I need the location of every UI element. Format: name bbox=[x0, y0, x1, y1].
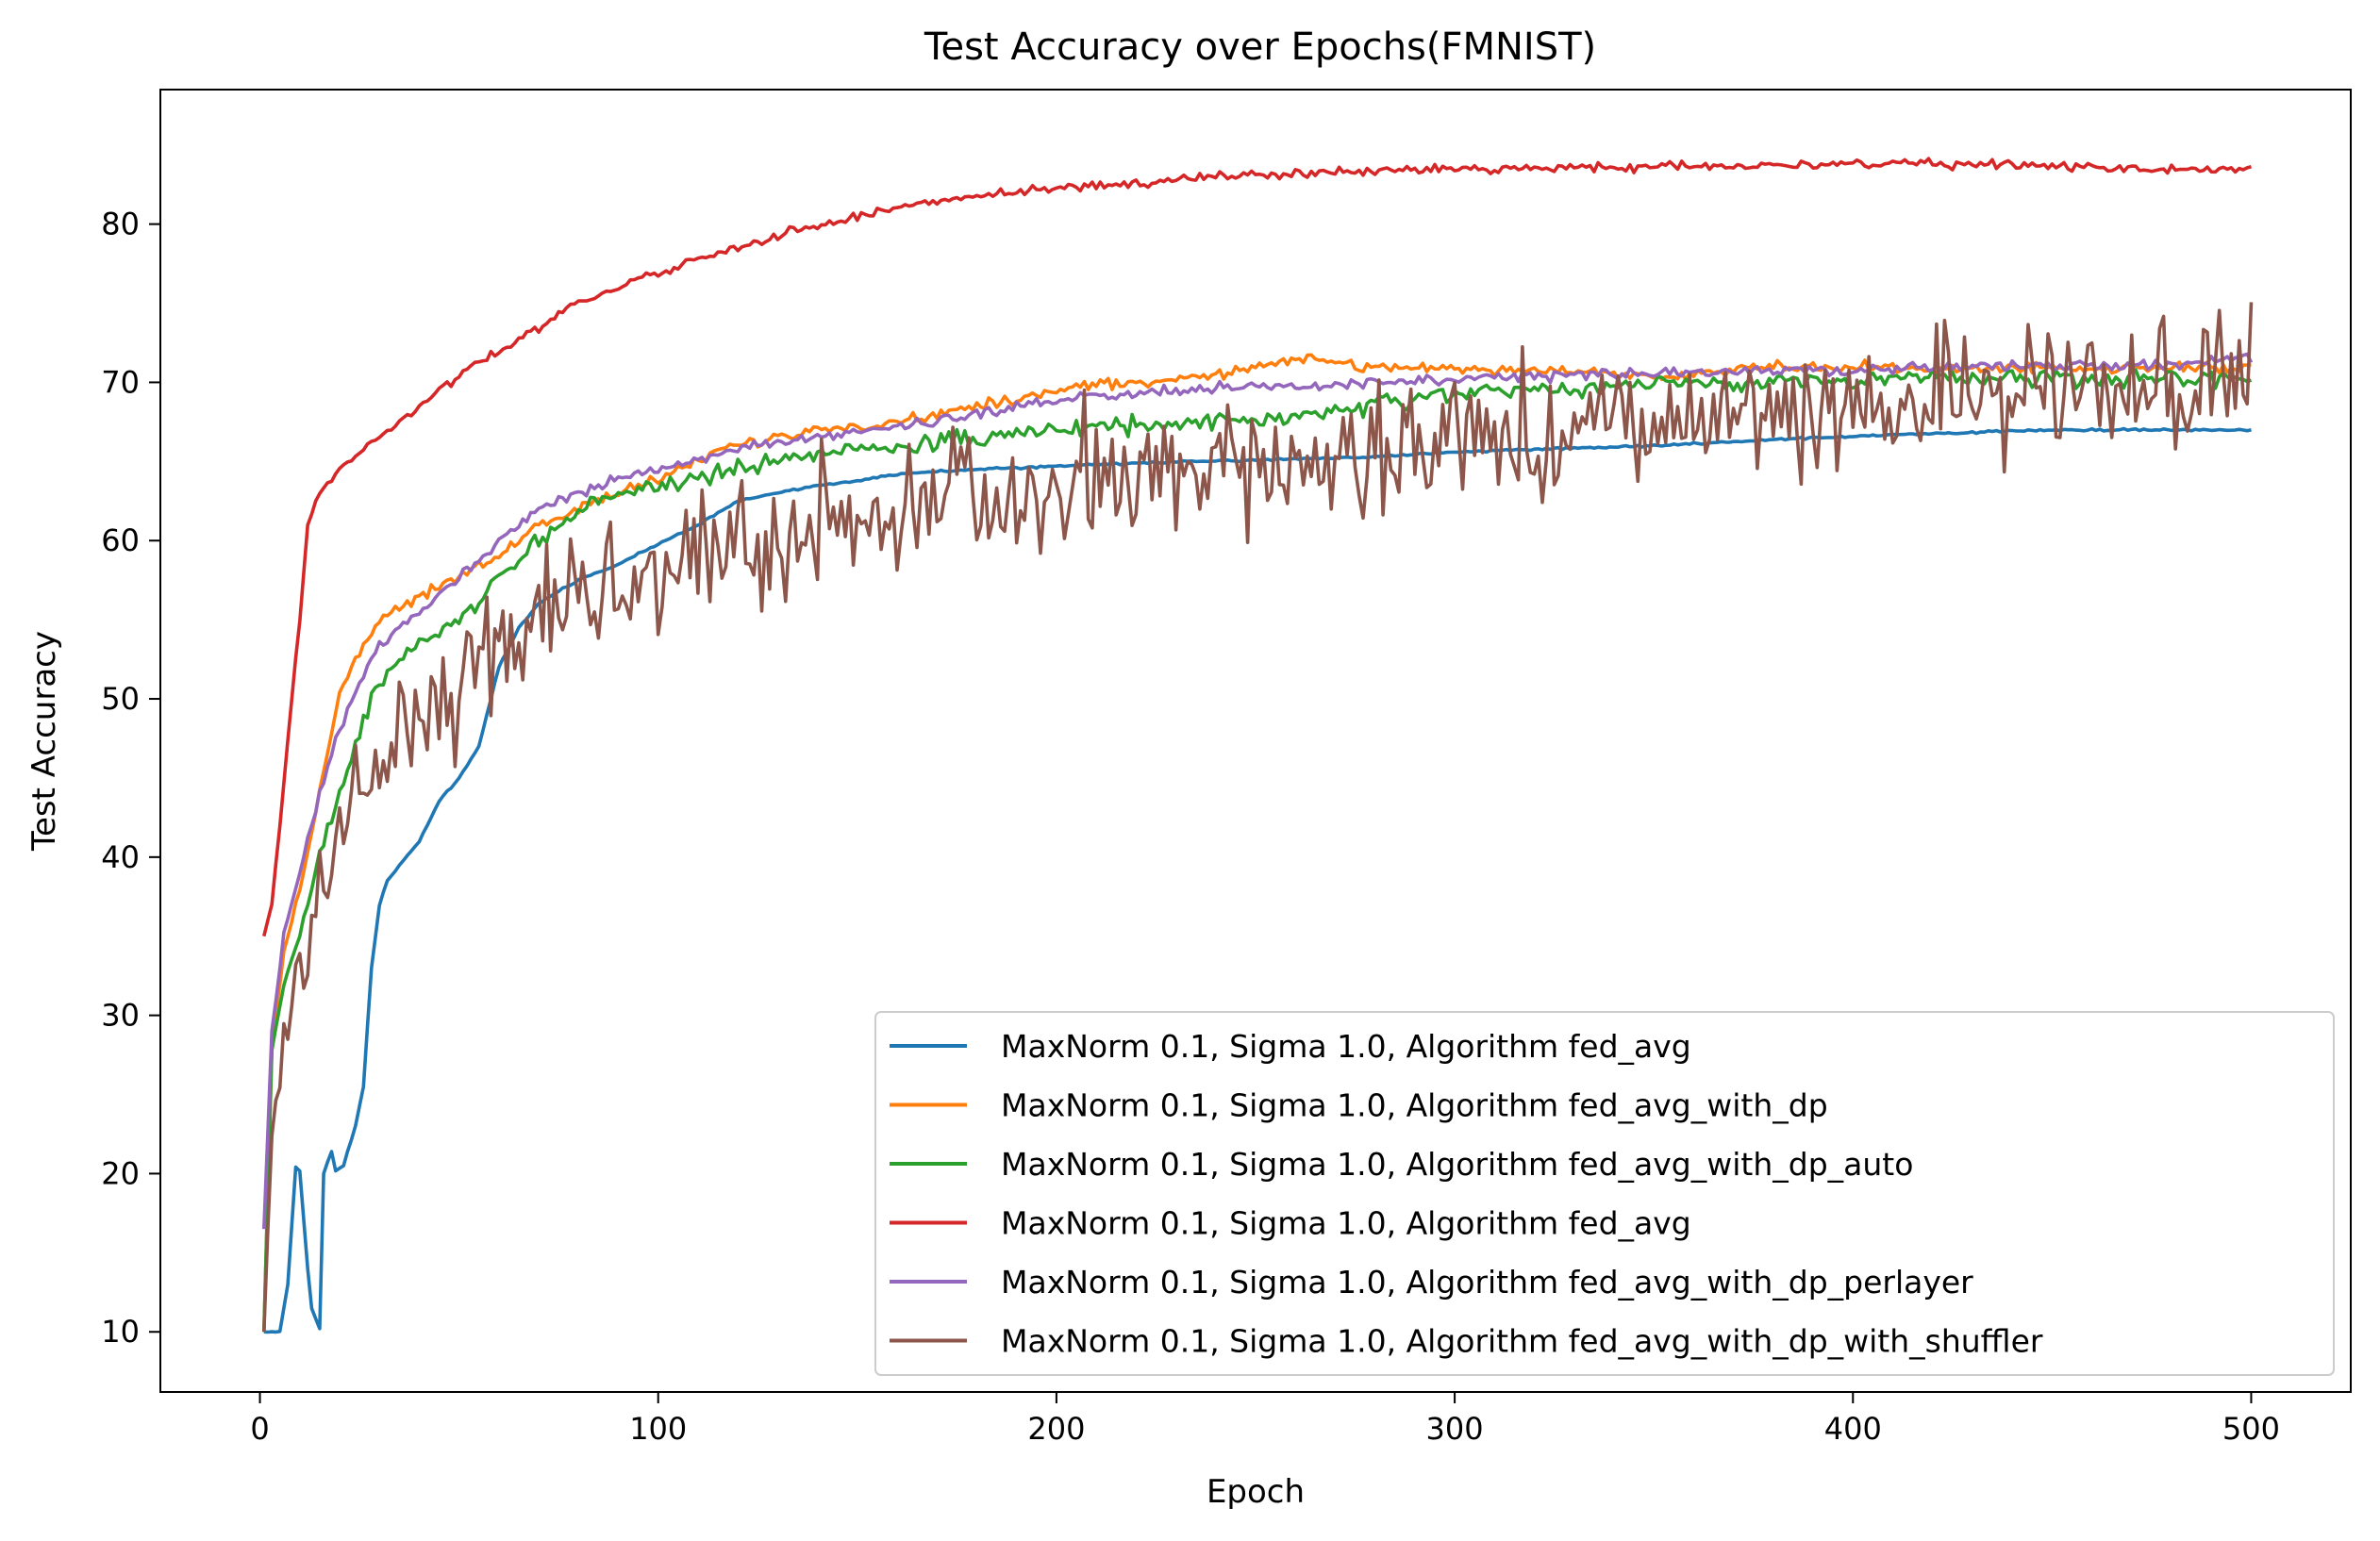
y-tick-label: 80 bbox=[101, 207, 140, 242]
y-tick-label: 30 bbox=[101, 998, 140, 1034]
series-line-6 bbox=[262, 302, 2254, 1333]
x-axis-label: Epoch bbox=[1207, 1473, 1305, 1511]
legend-entry: MaxNorm 0.1, Sigma 1.0, Algorithm fed_av… bbox=[1001, 1028, 1691, 1065]
y-tick-label: 70 bbox=[101, 364, 140, 400]
y-tick-label: 60 bbox=[101, 522, 140, 558]
legend: MaxNorm 0.1, Sigma 1.0, Algorithm fed_av… bbox=[874, 1011, 2335, 1376]
series-line-4 bbox=[262, 157, 2252, 937]
x-tick-label: 200 bbox=[1027, 1411, 1085, 1447]
plot-frame bbox=[159, 89, 2352, 1393]
x-tick-label: 300 bbox=[1426, 1411, 1484, 1447]
y-axis: 10 20 30 40 50 60 70 80 bbox=[101, 207, 160, 1350]
x-axis: 0 100 200 300 400 500 bbox=[250, 1392, 2280, 1447]
y-tick-label: 50 bbox=[101, 681, 140, 717]
x-tick-label: 100 bbox=[629, 1411, 687, 1447]
x-tick-label: 0 bbox=[250, 1411, 269, 1447]
legend-entry: MaxNorm 0.1, Sigma 1.0, Algorithm fed_av… bbox=[1001, 1264, 1973, 1301]
legend-entry: MaxNorm 0.1, Sigma 1.0, Algorithm fed_av… bbox=[1001, 1205, 1691, 1242]
legend-box bbox=[874, 1011, 2335, 1376]
x-tick-label: 400 bbox=[1824, 1411, 1882, 1447]
y-tick-label: 40 bbox=[101, 839, 140, 875]
x-tick-label: 500 bbox=[2222, 1411, 2280, 1447]
y-tick-label: 20 bbox=[101, 1155, 140, 1191]
legend-entry: MaxNorm 0.1, Sigma 1.0, Algorithm fed_av… bbox=[1001, 1323, 2043, 1360]
y-axis-label: Test Accuracy bbox=[25, 631, 63, 852]
y-tick-label: 10 bbox=[101, 1314, 140, 1350]
legend-entry: MaxNorm 0.1, Sigma 1.0, Algorithm fed_av… bbox=[1001, 1087, 1828, 1124]
series-layer bbox=[262, 157, 2254, 1334]
chart-title: Test Accuracy over Epochs(FMNIST) bbox=[924, 25, 1596, 69]
series-line-3 bbox=[262, 368, 2253, 1333]
series-line-5 bbox=[262, 352, 2254, 1230]
legend-entry: MaxNorm 0.1, Sigma 1.0, Algorithm fed_av… bbox=[1001, 1146, 1913, 1183]
